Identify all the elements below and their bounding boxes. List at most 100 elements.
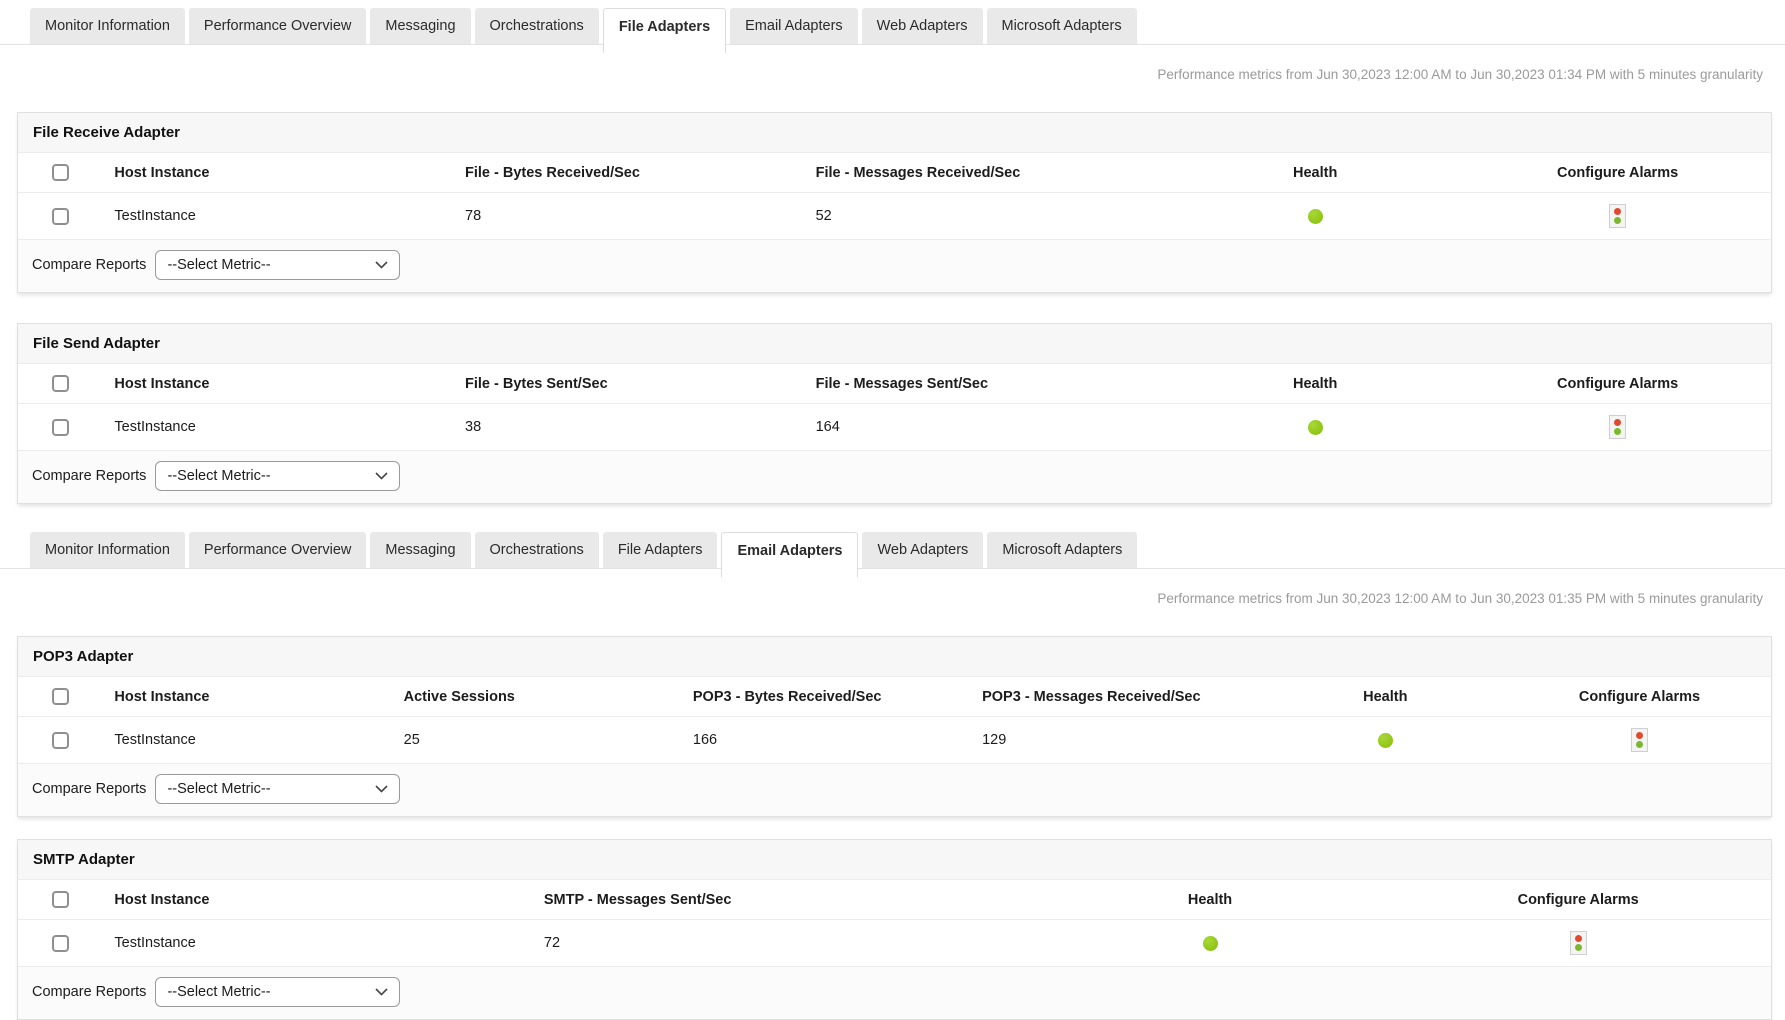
compare-metric-select[interactable]: --Select Metric-- bbox=[155, 461, 401, 491]
row-checkbox[interactable] bbox=[52, 934, 69, 952]
pop3-adapter-card: POP3 Adapter Host Instance Active Sessio… bbox=[17, 636, 1772, 817]
row-checkbox[interactable] bbox=[52, 207, 69, 225]
column-header: Health bbox=[1166, 153, 1465, 193]
column-header: Host Instance bbox=[114, 153, 465, 193]
select-all-checkbox[interactable] bbox=[52, 688, 69, 705]
compare-reports-label: Compare Reports bbox=[32, 257, 147, 273]
host-instance-cell: TestInstance bbox=[114, 919, 544, 967]
host-instance-cell: TestInstance bbox=[114, 192, 465, 240]
column-header: Health bbox=[1034, 880, 1386, 920]
file-receive-adapter-card: File Receive Adapter Host Instance File … bbox=[17, 112, 1772, 293]
tab-microsoft-adapters[interactable]: Microsoft Adapters bbox=[987, 532, 1138, 568]
tab-performance-overview[interactable]: Performance Overview bbox=[188, 532, 367, 568]
compare-metric-select[interactable]: --Select Metric-- bbox=[155, 977, 401, 1007]
chevron-down-icon bbox=[375, 261, 389, 269]
file-send-adapter-card: File Send Adapter Host Instance File - B… bbox=[17, 323, 1772, 504]
compare-reports-label: Compare Reports bbox=[32, 781, 147, 797]
tab-monitor-information[interactable]: Monitor Information bbox=[30, 8, 185, 44]
select-all-checkbox[interactable] bbox=[52, 375, 69, 392]
column-header: SMTP - Messages Sent/Sec bbox=[543, 880, 1035, 920]
tab-orchestrations[interactable]: Orchestrations bbox=[474, 532, 599, 568]
column-header: File - Bytes Sent/Sec bbox=[465, 364, 816, 404]
tab-email-adapters[interactable]: Email Adapters bbox=[730, 8, 858, 44]
metric-cell: 78 bbox=[465, 192, 816, 240]
column-header: File - Messages Sent/Sec bbox=[815, 364, 1167, 404]
tab-email-adapters[interactable]: Email Adapters bbox=[721, 532, 859, 577]
table-row: TestInstance 72 bbox=[18, 919, 1771, 967]
tab-web-adapters[interactable]: Web Adapters bbox=[861, 8, 983, 44]
tab-orchestrations[interactable]: Orchestrations bbox=[474, 8, 599, 44]
row-checkbox[interactable] bbox=[52, 418, 69, 436]
table-header-row: Host Instance SMTP - Messages Sent/Sec H… bbox=[18, 880, 1771, 920]
configure-alarms-traffic-light-icon[interactable] bbox=[1609, 415, 1627, 439]
file-send-adapter-table: Host Instance File - Bytes Sent/Sec File… bbox=[18, 364, 1771, 451]
table-header-row: Host Instance File - Bytes Received/Sec … bbox=[18, 153, 1771, 193]
metric-cell: 129 bbox=[982, 716, 1263, 764]
table-header-row: Host Instance File - Bytes Sent/Sec File… bbox=[18, 364, 1771, 404]
configure-alarms-traffic-light-icon[interactable] bbox=[1630, 728, 1648, 752]
row-checkbox[interactable] bbox=[52, 731, 69, 749]
configure-alarms-traffic-light-icon[interactable] bbox=[1609, 204, 1627, 228]
health-status-dot-icon bbox=[1202, 935, 1218, 951]
chevron-down-icon bbox=[375, 472, 389, 480]
column-header: Configure Alarms bbox=[1385, 880, 1771, 920]
file-receive-adapter-table: Host Instance File - Bytes Received/Sec … bbox=[18, 153, 1771, 240]
select-value: --Select Metric-- bbox=[167, 984, 271, 1000]
metric-cell: 38 bbox=[465, 403, 816, 451]
tab-monitor-information[interactable]: Monitor Information bbox=[30, 532, 185, 568]
column-header: Host Instance bbox=[114, 364, 465, 404]
table-header-row: Host Instance Active Sessions POP3 - Byt… bbox=[18, 677, 1771, 717]
column-header: Host Instance bbox=[114, 677, 404, 717]
column-header: Configure Alarms bbox=[1464, 364, 1771, 404]
chevron-down-icon bbox=[375, 785, 389, 793]
tab-file-adapters[interactable]: File Adapters bbox=[602, 8, 727, 53]
select-value: --Select Metric-- bbox=[167, 257, 271, 273]
column-header: Configure Alarms bbox=[1507, 677, 1771, 717]
metric-cell: 164 bbox=[815, 403, 1167, 451]
host-instance-cell: TestInstance bbox=[114, 716, 404, 764]
tab-performance-overview[interactable]: Performance Overview bbox=[188, 8, 367, 44]
smtp-adapter-table: Host Instance SMTP - Messages Sent/Sec H… bbox=[18, 880, 1771, 967]
column-header: Health bbox=[1166, 364, 1465, 404]
file-adapters-tabbar: Monitor Information Performance Overview… bbox=[0, 8, 1785, 53]
card-title: POP3 Adapter bbox=[18, 637, 1771, 677]
smtp-adapter-card: SMTP Adapter Host Instance SMTP - Messag… bbox=[17, 839, 1772, 1020]
table-row: TestInstance 38 164 bbox=[18, 403, 1771, 451]
tab-messaging[interactable]: Messaging bbox=[370, 532, 471, 568]
email-adapters-tabbar: Monitor Information Performance Overview… bbox=[0, 532, 1785, 577]
column-header: File - Messages Received/Sec bbox=[815, 153, 1167, 193]
performance-metrics-caption: Performance metrics from Jun 30,2023 12:… bbox=[1157, 67, 1763, 82]
performance-metrics-caption: Performance metrics from Jun 30,2023 12:… bbox=[1157, 591, 1763, 606]
column-header: Configure Alarms bbox=[1464, 153, 1771, 193]
metric-cell: 166 bbox=[692, 716, 983, 764]
compare-metric-select[interactable]: --Select Metric-- bbox=[155, 250, 401, 280]
tab-microsoft-adapters[interactable]: Microsoft Adapters bbox=[986, 8, 1137, 44]
select-value: --Select Metric-- bbox=[167, 781, 271, 797]
pop3-adapter-table: Host Instance Active Sessions POP3 - Byt… bbox=[18, 677, 1771, 764]
compare-reports-label: Compare Reports bbox=[32, 468, 147, 484]
column-header: POP3 - Messages Received/Sec bbox=[982, 677, 1263, 717]
host-instance-cell: TestInstance bbox=[114, 403, 465, 451]
tab-messaging[interactable]: Messaging bbox=[370, 8, 471, 44]
configure-alarms-traffic-light-icon[interactable] bbox=[1569, 931, 1587, 955]
tab-file-adapters[interactable]: File Adapters bbox=[602, 532, 718, 568]
health-status-dot-icon bbox=[1307, 208, 1323, 224]
tab-web-adapters[interactable]: Web Adapters bbox=[862, 532, 984, 568]
metric-cell: 25 bbox=[403, 716, 693, 764]
chevron-down-icon bbox=[375, 988, 389, 996]
column-header: POP3 - Bytes Received/Sec bbox=[692, 677, 983, 717]
card-title: File Send Adapter bbox=[18, 324, 1771, 364]
compare-reports-label: Compare Reports bbox=[32, 984, 147, 1000]
compare-metric-select[interactable]: --Select Metric-- bbox=[155, 774, 401, 804]
column-header: Health bbox=[1262, 677, 1508, 717]
card-title: SMTP Adapter bbox=[18, 840, 1771, 880]
health-status-dot-icon bbox=[1307, 419, 1323, 435]
health-status-dot-icon bbox=[1377, 732, 1393, 748]
table-row: TestInstance 25 166 129 bbox=[18, 716, 1771, 764]
select-all-checkbox[interactable] bbox=[52, 891, 69, 908]
metric-cell: 72 bbox=[543, 919, 1035, 967]
card-title: File Receive Adapter bbox=[18, 113, 1771, 153]
metric-cell: 52 bbox=[815, 192, 1167, 240]
select-value: --Select Metric-- bbox=[167, 468, 271, 484]
select-all-checkbox[interactable] bbox=[52, 164, 69, 181]
